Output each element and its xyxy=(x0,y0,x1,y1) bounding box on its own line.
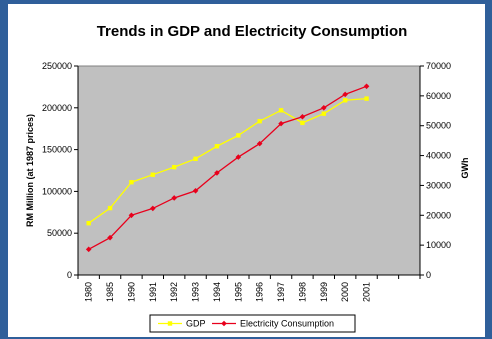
y-tick-label: 250000 xyxy=(42,61,72,71)
data-point xyxy=(171,164,177,170)
data-point xyxy=(129,180,134,185)
data-point xyxy=(192,188,199,194)
y-tick-label: 100000 xyxy=(42,186,72,196)
data-point xyxy=(214,170,220,176)
legend-label: Electricity Consumption xyxy=(240,319,334,329)
y-axis-left: 0 50000 100000 150000 200000 250000 xyxy=(42,61,79,280)
data-point xyxy=(321,105,327,111)
data-point xyxy=(321,111,327,116)
legend: GDP Electricity Consumption xyxy=(149,314,356,333)
x-tick-label: 1995 xyxy=(233,282,243,302)
data-point xyxy=(128,212,135,219)
y2-tick-label: 10000 xyxy=(426,240,451,250)
y2-tick-label: 30000 xyxy=(426,180,451,190)
x-axis: 1980 1985 1990 1991 1992 1993 1994 1995 1996 1997… xyxy=(77,274,421,302)
data-point xyxy=(107,234,113,241)
data-point xyxy=(107,205,113,211)
y-axis-label: RM Million (at 1987 prices) xyxy=(25,114,35,227)
data-point xyxy=(278,108,284,113)
y-axis-right: 0 10000 20000 30000 40000 50000 60000 70000 xyxy=(419,61,451,280)
x-tick-label: 1996 xyxy=(255,282,265,302)
x-tick-label: 2001 xyxy=(362,282,372,302)
data-point xyxy=(256,140,263,147)
data-point xyxy=(85,246,92,253)
y-tick-label: 150000 xyxy=(42,145,72,155)
data-point xyxy=(342,98,348,103)
data-point xyxy=(150,172,156,177)
series-electricity xyxy=(85,83,370,253)
x-tick-label: 1999 xyxy=(319,282,329,302)
plot-area xyxy=(77,65,421,276)
series-gdp xyxy=(86,96,369,226)
y-tick-label: 0 xyxy=(67,270,72,280)
data-point xyxy=(150,205,156,212)
series-layer xyxy=(85,83,370,253)
x-tick-label: 1985 xyxy=(105,282,115,302)
x-tick-label: 1980 xyxy=(84,282,94,302)
x-tick-label: 1993 xyxy=(191,282,201,302)
data-point xyxy=(278,120,284,127)
y2-tick-label: 20000 xyxy=(426,210,451,220)
data-point xyxy=(257,118,262,124)
data-point xyxy=(300,120,305,126)
x-tick-label: 1991 xyxy=(148,282,158,302)
y-tick-label: 200000 xyxy=(42,103,72,113)
legend-box xyxy=(149,314,356,333)
data-point xyxy=(214,144,220,149)
y2-tick-label: 50000 xyxy=(426,121,451,131)
y-tick-label: 50000 xyxy=(47,228,72,238)
data-point xyxy=(171,195,177,201)
data-point xyxy=(299,113,306,120)
series-line xyxy=(88,97,367,224)
x-tick-label: 1994 xyxy=(212,282,222,302)
legend-label: GDP xyxy=(186,319,206,329)
y2-tick-label: 70000 xyxy=(426,61,451,71)
y2-axis-label: GWh xyxy=(460,158,470,179)
data-point xyxy=(193,156,198,161)
data-point xyxy=(86,220,91,226)
chart-title: Trends in GDP and Electricity Consumptio… xyxy=(97,23,408,40)
legend-marker xyxy=(167,321,173,326)
data-point xyxy=(342,91,348,98)
data-point xyxy=(364,96,369,101)
x-tick-label: 1997 xyxy=(276,282,286,302)
y2-tick-label: 0 xyxy=(426,270,431,280)
x-tick-label: 1990 xyxy=(126,282,136,302)
x-tick-label: 2000 xyxy=(340,282,350,302)
data-point xyxy=(235,154,242,160)
legend-marker xyxy=(221,320,227,327)
y2-tick-label: 60000 xyxy=(426,91,451,101)
x-tick-label: 1992 xyxy=(169,282,179,302)
y2-tick-label: 40000 xyxy=(426,151,451,161)
data-point xyxy=(236,133,241,138)
x-tick-label: 1998 xyxy=(297,282,307,302)
data-point xyxy=(363,83,370,90)
series-line xyxy=(88,85,367,250)
